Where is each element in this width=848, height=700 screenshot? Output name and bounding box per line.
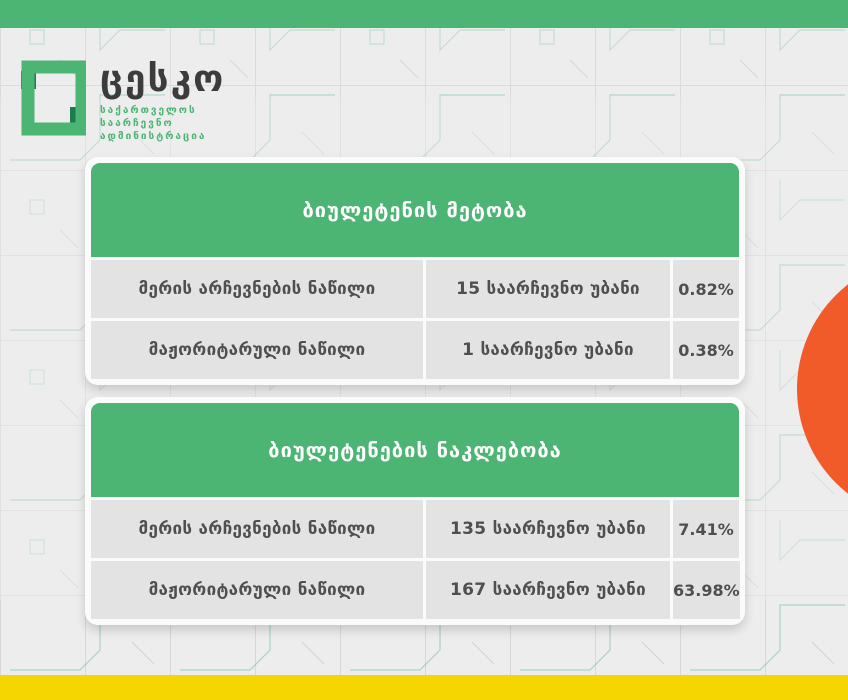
cesko-logo-mark-icon <box>21 60 86 136</box>
table-row: მერის არჩევნების ნაწილი 15 საარჩევნო უბა… <box>91 260 739 318</box>
logo-title: ცესკო <box>100 57 226 100</box>
row-value-cell: 1 საარჩევნო უბანი <box>426 321 670 379</box>
table-ballot-shortage: ბიულეტენების ნაკლებობა მერის არჩევნების … <box>85 397 745 625</box>
logo-subtitle: საქართველოს საარჩევნო ადმინისტრაცია <box>100 104 225 143</box>
row-label-cell: მაჟორიტარული ნაწილი <box>91 561 423 619</box>
row-value-cell: 167 საარჩევნო უბანი <box>426 561 670 619</box>
table-title: ბიულეტენის მეტობა <box>302 198 528 222</box>
table-header: ბიულეტენის მეტობა <box>91 163 739 257</box>
row-label-cell: მერის არჩევნების ნაწილი <box>91 500 423 558</box>
row-label-cell: მაჟორიტარული ნაწილი <box>91 321 423 379</box>
top-accent-bar <box>0 0 848 28</box>
bottom-accent-bar <box>0 675 848 700</box>
table-ballot-surplus: ბიულეტენის მეტობა მერის არჩევნების ნაწილ… <box>85 157 745 385</box>
row-percent-cell: 7.41% <box>673 500 739 558</box>
row-percent-cell: 0.82% <box>673 260 739 318</box>
row-value-cell: 15 საარჩევნო უბანი <box>426 260 670 318</box>
table-row: მერის არჩევნების ნაწილი 135 საარჩევნო უბ… <box>91 500 739 558</box>
table-header: ბიულეტენების ნაკლებობა <box>91 403 739 497</box>
table-title: ბიულეტენების ნაკლებობა <box>268 438 562 462</box>
table-row: მაჟორიტარული ნაწილი 167 საარჩევნო უბანი … <box>91 561 740 619</box>
logo-subtitle-line-3: ადმინისტრაცია <box>100 131 207 142</box>
table-row: მაჟორიტარული ნაწილი 1 საარჩევნო უბანი 0.… <box>91 321 739 379</box>
logo-text-block: ცესკო საქართველოს საარჩევნო ადმინისტრაცი… <box>100 58 225 143</box>
logo-subtitle-line-1: საქართველოს <box>100 105 197 116</box>
logo-subtitle-line-2: საარჩევნო <box>100 118 174 129</box>
row-percent-cell: 0.38% <box>673 321 739 379</box>
row-label-cell: მერის არჩევნების ნაწილი <box>91 260 423 318</box>
cesko-logo: ცესკო საქართველოს საარჩევნო ადმინისტრაცი… <box>20 58 225 143</box>
row-percent-cell: 63.98% <box>673 561 740 619</box>
row-value-cell: 135 საარჩევნო უბანი <box>426 500 670 558</box>
